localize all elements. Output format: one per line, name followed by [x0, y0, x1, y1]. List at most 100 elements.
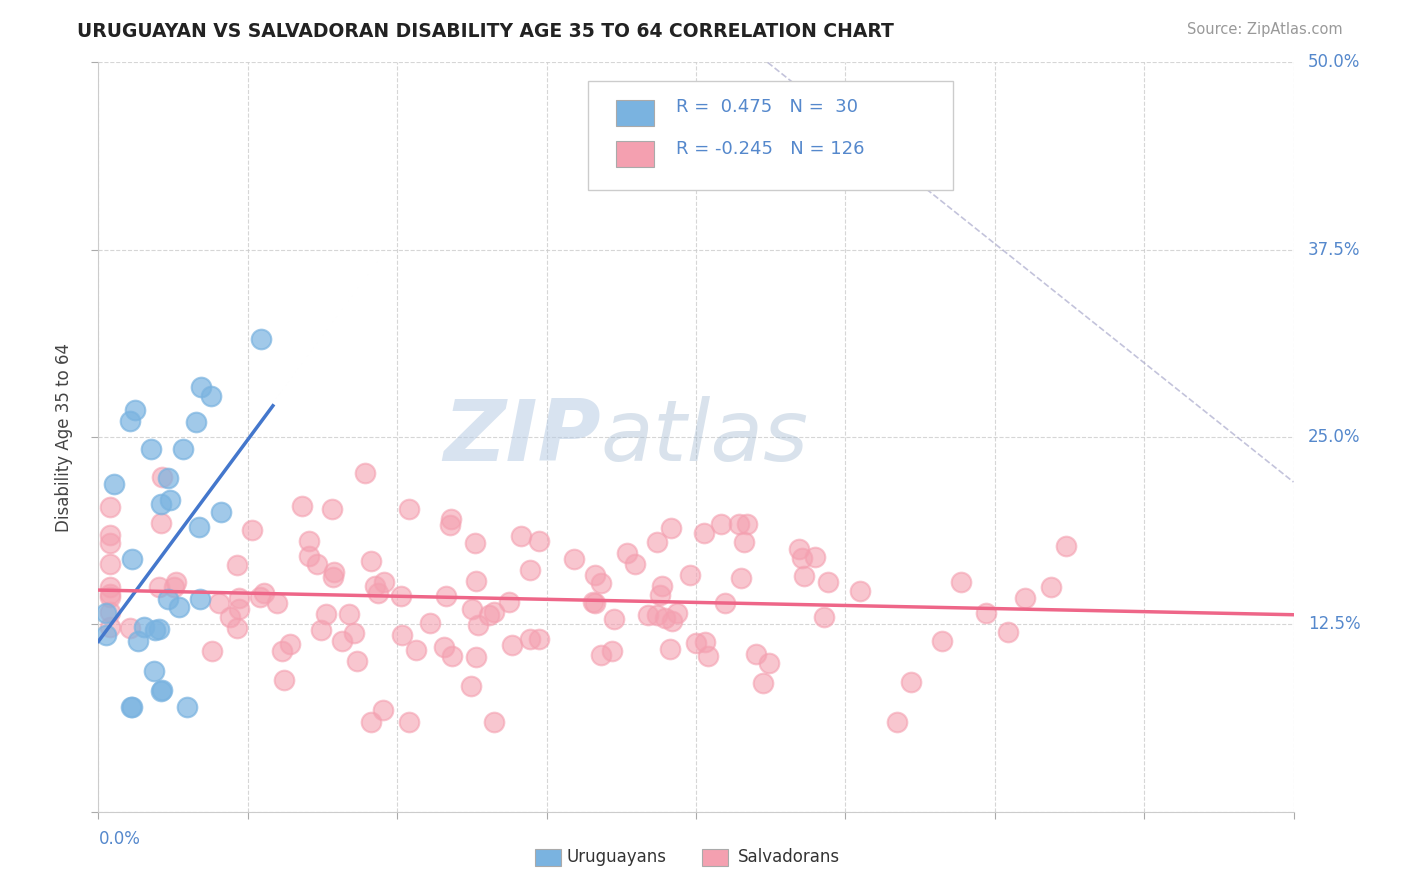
Point: [813, 609, 835, 624]
Point: [98, 605, 122, 619]
Point: [696, 648, 718, 663]
FancyBboxPatch shape: [616, 100, 654, 126]
Point: [527, 534, 550, 549]
Point: [121, 552, 143, 566]
Point: [278, 637, 301, 651]
Point: [98, 587, 122, 601]
Point: [790, 550, 813, 565]
Point: [714, 596, 737, 610]
Point: [658, 641, 681, 656]
Point: [949, 574, 972, 589]
Point: [159, 493, 181, 508]
Point: [321, 502, 343, 516]
Point: [337, 607, 360, 622]
Point: [184, 415, 207, 429]
Point: [645, 608, 668, 623]
Point: [659, 521, 682, 535]
Point: [693, 526, 716, 541]
Text: 12.5%: 12.5%: [1308, 615, 1361, 633]
Point: [176, 699, 198, 714]
Point: [127, 634, 149, 648]
Point: [143, 664, 166, 678]
Point: [242, 523, 264, 537]
Point: [735, 516, 758, 531]
Point: [228, 591, 250, 605]
Point: [591, 648, 613, 663]
Point: [98, 620, 122, 634]
Point: [322, 570, 344, 584]
Point: [266, 596, 288, 610]
Point: [132, 620, 155, 634]
Point: [787, 541, 810, 556]
Point: [398, 502, 420, 516]
Point: [398, 714, 420, 729]
Point: [163, 580, 186, 594]
Point: [974, 607, 997, 621]
Point: [661, 615, 683, 629]
Text: URUGUAYAN VS SALVADORAN DISABILITY AGE 35 TO 64 CORRELATION CHART: URUGUAYAN VS SALVADORAN DISABILITY AGE 3…: [77, 22, 894, 41]
Point: [583, 596, 606, 610]
Point: [498, 595, 520, 609]
Text: 50.0%: 50.0%: [1308, 54, 1360, 71]
Point: [582, 595, 605, 609]
Point: [150, 469, 173, 483]
Point: [98, 528, 122, 542]
Point: [848, 583, 870, 598]
Point: [589, 576, 612, 591]
Point: [519, 632, 541, 647]
Point: [228, 602, 250, 616]
Point: [727, 517, 749, 532]
Text: R = -0.245   N = 126: R = -0.245 N = 126: [676, 140, 865, 158]
Point: [98, 590, 122, 604]
Text: Source: ZipAtlas.com: Source: ZipAtlas.com: [1187, 22, 1343, 37]
Text: Uruguayans: Uruguayans: [567, 847, 666, 865]
Point: [997, 625, 1019, 640]
Point: [460, 679, 482, 693]
Point: [120, 699, 142, 714]
Point: [651, 579, 673, 593]
Point: [666, 606, 689, 620]
Point: [218, 609, 240, 624]
Point: [364, 579, 387, 593]
FancyBboxPatch shape: [702, 849, 728, 865]
Point: [315, 607, 337, 621]
Point: [433, 640, 456, 655]
Point: [793, 568, 815, 582]
Point: [803, 549, 825, 564]
Point: [145, 623, 167, 637]
Point: [207, 596, 229, 610]
Point: [465, 574, 488, 588]
Text: 37.5%: 37.5%: [1308, 241, 1361, 259]
Point: [157, 591, 180, 606]
Text: R =  0.475   N =  30: R = 0.475 N = 30: [676, 98, 858, 116]
Point: [519, 564, 541, 578]
Point: [291, 499, 314, 513]
Point: [103, 476, 125, 491]
Point: [124, 402, 146, 417]
Point: [360, 714, 382, 729]
Point: [98, 536, 122, 550]
Point: [886, 714, 908, 729]
Point: [226, 620, 249, 634]
Point: [94, 628, 117, 642]
Point: [391, 628, 413, 642]
Point: [389, 589, 412, 603]
Text: Salvadorans: Salvadorans: [738, 847, 839, 865]
Text: ZIP: ZIP: [443, 395, 600, 479]
Point: [225, 558, 247, 572]
Text: 0.0%: 0.0%: [98, 830, 141, 848]
Point: [149, 683, 172, 698]
Point: [360, 554, 382, 568]
Point: [354, 466, 377, 480]
Point: [249, 591, 271, 605]
Point: [1040, 580, 1063, 594]
Point: [188, 592, 211, 607]
Point: [616, 546, 638, 560]
Point: [745, 647, 768, 661]
Point: [461, 602, 484, 616]
Point: [648, 588, 671, 602]
FancyBboxPatch shape: [616, 141, 654, 168]
FancyBboxPatch shape: [534, 849, 561, 865]
Point: [98, 581, 122, 595]
Point: [730, 571, 752, 585]
